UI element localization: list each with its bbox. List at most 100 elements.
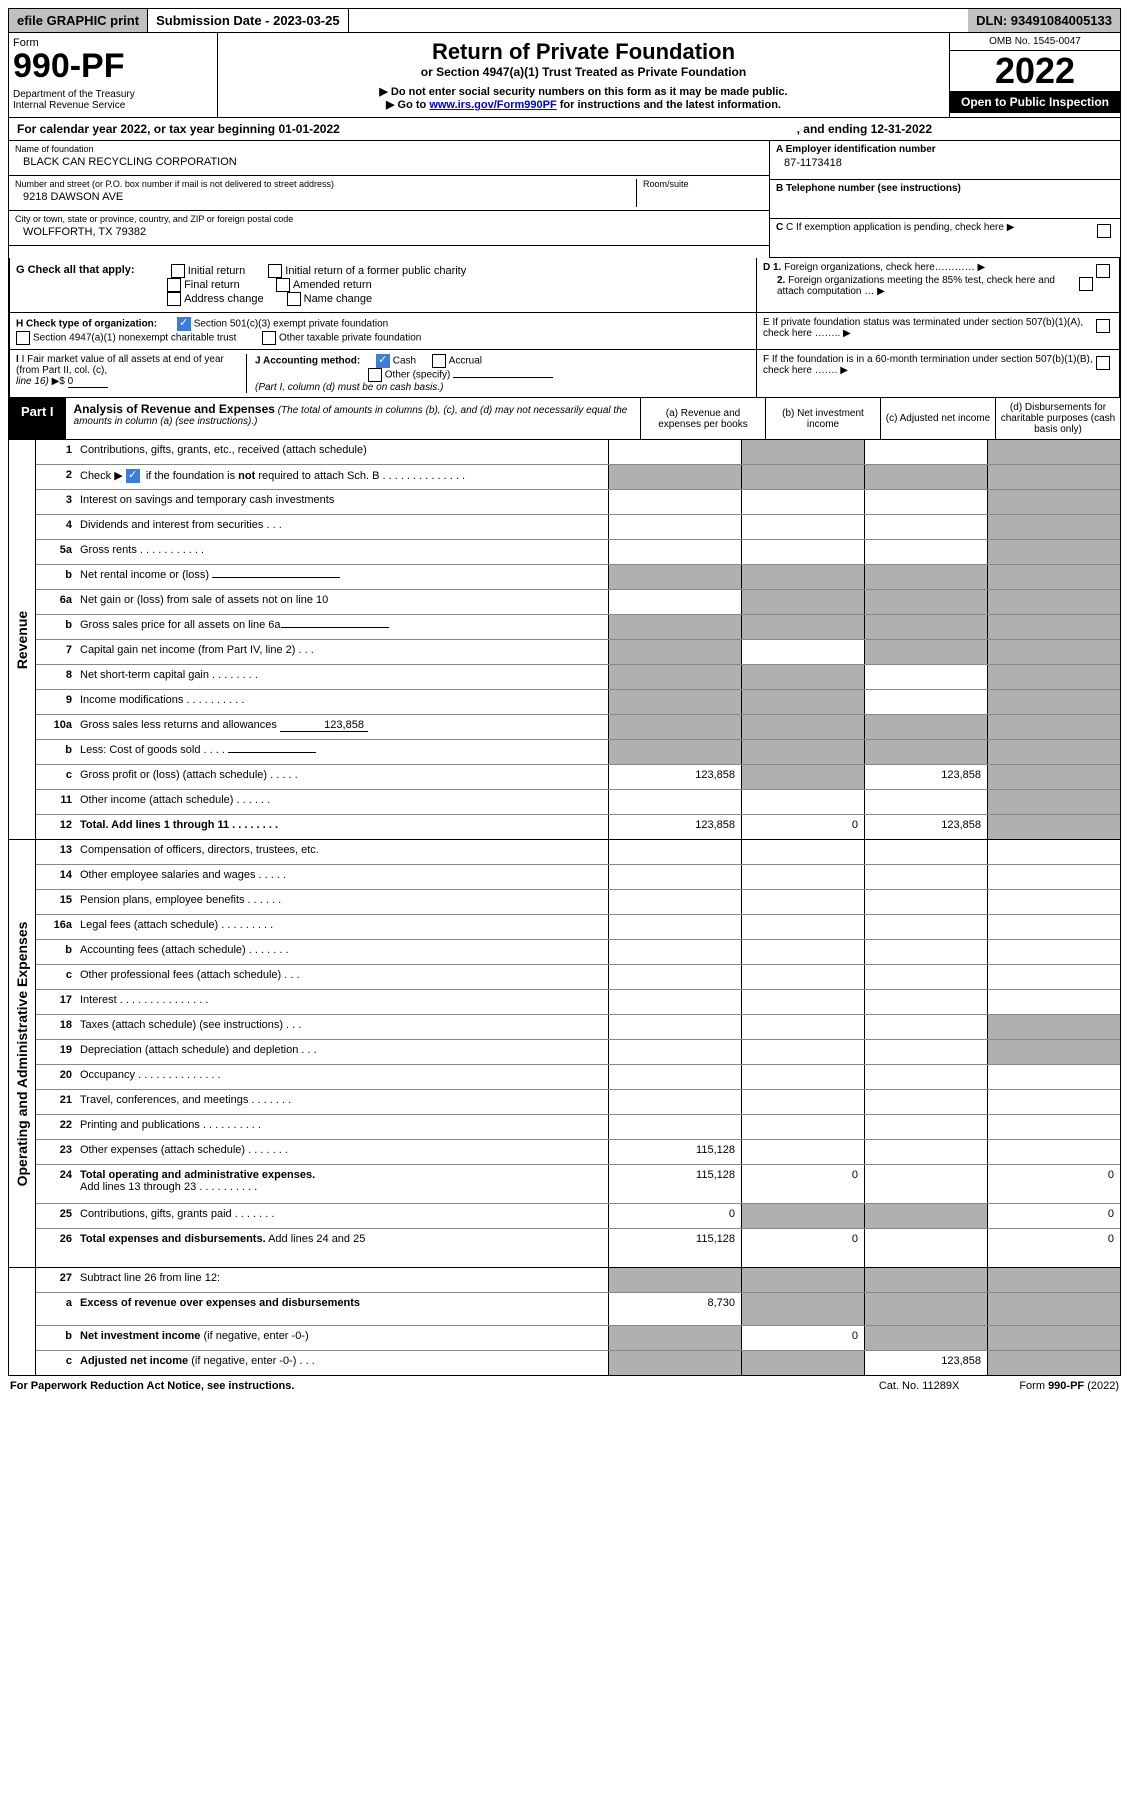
h-501c3-label: Section 501(c)(3) exempt private foundat… xyxy=(194,319,389,330)
submission-date: Submission Date - 2023-03-25 xyxy=(148,9,349,32)
cat-number: Cat. No. 11289X xyxy=(879,1380,960,1392)
i-line16: line 16) xyxy=(16,376,49,387)
e-row: E If private foundation status was termi… xyxy=(757,313,1119,349)
d2-check[interactable] xyxy=(1079,277,1093,291)
amended-check[interactable] xyxy=(276,278,290,292)
name-change-check[interactable] xyxy=(287,292,301,306)
j-cash-check[interactable]: ✓ xyxy=(376,354,390,368)
col-b-header: (b) Net investment income xyxy=(765,398,880,439)
j-other-check[interactable] xyxy=(368,368,382,382)
col-c-header: (c) Adjusted net income xyxy=(880,398,995,439)
row-14: 14Other employee salaries and wages . . … xyxy=(36,865,1120,890)
i-value: 0 xyxy=(68,376,108,388)
col-a-header: (a) Revenue and expenses per books xyxy=(640,398,765,439)
e-check[interactable] xyxy=(1096,319,1110,333)
foundation-name: BLACK CAN RECYCLING CORPORATION xyxy=(15,154,763,172)
calendar-year-row: For calendar year 2022, or tax year begi… xyxy=(8,118,1121,141)
row-25: 25Contributions, gifts, grants paid . . … xyxy=(36,1204,1120,1229)
row-27c: cAdjusted net income (if negative, enter… xyxy=(36,1351,1120,1375)
h-501c3-check[interactable]: ✓ xyxy=(177,317,191,331)
omb-number: OMB No. 1545-0047 xyxy=(950,33,1120,51)
h-other-check[interactable] xyxy=(262,331,276,345)
sch-b-check[interactable]: ✓ xyxy=(126,469,140,483)
cal-year-end: , and ending 12-31-2022 xyxy=(797,122,932,136)
row-16a: 16aLegal fees (attach schedule) . . . . … xyxy=(36,915,1120,940)
c-checkbox[interactable] xyxy=(1097,224,1111,238)
j-cash-label: Cash xyxy=(393,356,416,367)
row-22: 22Printing and publications . . . . . . … xyxy=(36,1115,1120,1140)
row-10c: cGross profit or (loss) (attach schedule… xyxy=(36,765,1120,790)
final-return-label: Final return xyxy=(184,279,240,291)
part1-title: Analysis of Revenue and Expenses xyxy=(74,402,275,416)
phone-cell: B Telephone number (see instructions) xyxy=(770,180,1120,219)
row-4: 4Dividends and interest from securities … xyxy=(36,515,1120,540)
ein-label: A Employer identification number xyxy=(776,144,1114,155)
d2-row: 2. Foreign organizations meeting the 85%… xyxy=(763,275,1113,297)
f-check[interactable] xyxy=(1096,356,1110,370)
row-2: 2Check ▶ ✓ if the foundation is not requ… xyxy=(36,465,1120,490)
row-10b: bLess: Cost of goods sold . . . . xyxy=(36,740,1120,765)
dln-label: DLN: 93491084005133 xyxy=(968,9,1120,32)
row-10a: 10aGross sales less returns and allowanc… xyxy=(36,715,1120,740)
header-right: OMB No. 1545-0047 2022 Open to Public In… xyxy=(949,33,1120,117)
address-change-check[interactable] xyxy=(167,292,181,306)
g-h-row: G Check all that apply: Initial return I… xyxy=(9,258,1120,313)
part1-label: Part I xyxy=(9,398,66,439)
initial-former-check[interactable] xyxy=(268,264,282,278)
street-cell: Number and street (or P.O. box number if… xyxy=(9,176,769,211)
h-row: H Check type of organization: ✓Section 5… xyxy=(9,313,1120,350)
open-inspection: Open to Public Inspection xyxy=(950,91,1120,113)
j-other-label: Other (specify) xyxy=(385,370,451,381)
line-27-section: 27Subtract line 26 from line 12: aExcess… xyxy=(8,1268,1121,1376)
d1-check[interactable] xyxy=(1096,264,1110,278)
irs-link[interactable]: www.irs.gov/Form990PF xyxy=(429,99,556,111)
j-accrual-label: Accrual xyxy=(449,356,482,367)
foundation-name-cell: Name of foundation BLACK CAN RECYCLING C… xyxy=(9,141,769,176)
city-label: City or town, state or province, country… xyxy=(15,214,763,224)
row-27b: bNet investment income (if negative, ent… xyxy=(36,1326,1120,1351)
row-11: 11Other income (attach schedule) . . . .… xyxy=(36,790,1120,815)
row-6a: 6aNet gain or (loss) from sale of assets… xyxy=(36,590,1120,615)
row-20: 20Occupancy . . . . . . . . . . . . . . xyxy=(36,1065,1120,1090)
blank-side xyxy=(9,1268,36,1375)
form-number: 990-PF xyxy=(13,49,213,83)
col-d-header: (d) Disbursements for charitable purpose… xyxy=(995,398,1120,439)
f-row: F If the foundation is in a 60-month ter… xyxy=(757,350,1119,397)
amended-label: Amended return xyxy=(293,279,372,291)
row-26: 26Total expenses and disbursements. Add … xyxy=(36,1229,1120,1267)
j-accrual-check[interactable] xyxy=(432,354,446,368)
j-note: (Part I, column (d) must be on cash basi… xyxy=(255,382,443,393)
form-subtitle: or Section 4947(a)(1) Trust Treated as P… xyxy=(224,65,943,79)
row-19: 19Depreciation (attach schedule) and dep… xyxy=(36,1040,1120,1065)
r10a-val: 123,858 xyxy=(280,719,368,732)
row-27a: aExcess of revenue over expenses and dis… xyxy=(36,1293,1120,1326)
row-27: 27Subtract line 26 from line 12: xyxy=(36,1268,1120,1293)
i-j-row: I I Fair market value of all assets at e… xyxy=(9,350,1120,398)
row-16c: cOther professional fees (attach schedul… xyxy=(36,965,1120,990)
header: Form 990-PF Department of the Treasury I… xyxy=(8,33,1121,118)
dept-label: Department of the Treasury Internal Reve… xyxy=(13,89,213,111)
row-7: 7Capital gain net income (from Part IV, … xyxy=(36,640,1120,665)
room-label: Room/suite xyxy=(643,179,763,189)
top-bar: efile GRAPHIC print Submission Date - 20… xyxy=(8,8,1121,33)
info-block: Name of foundation BLACK CAN RECYCLING C… xyxy=(8,141,1121,258)
name-change-label: Name change xyxy=(304,293,373,305)
row-3: 3Interest on savings and temporary cash … xyxy=(36,490,1120,515)
row-21: 21Travel, conferences, and meetings . . … xyxy=(36,1090,1120,1115)
h-4947-check[interactable] xyxy=(16,331,30,345)
part1-title-cell: Analysis of Revenue and Expenses (The to… xyxy=(66,398,640,439)
header-center: Return of Private Foundation or Section … xyxy=(218,33,949,117)
header-left: Form 990-PF Department of the Treasury I… xyxy=(9,33,218,117)
ein-cell: A Employer identification number 87-1173… xyxy=(770,141,1120,180)
footer-bar: For Paperwork Reduction Act Notice, see … xyxy=(8,1376,1121,1396)
row-8: 8Net short-term capital gain . . . . . .… xyxy=(36,665,1120,690)
initial-former-label: Initial return of a former public charit… xyxy=(285,265,466,277)
i-label: I Fair market value of all assets at end… xyxy=(16,354,224,376)
g-label: G Check all that apply: xyxy=(16,264,135,276)
tax-year: 2022 xyxy=(950,51,1120,91)
initial-return-check[interactable] xyxy=(171,264,185,278)
c-cell: C C If exemption application is pending,… xyxy=(770,219,1120,258)
final-return-check[interactable] xyxy=(167,278,181,292)
cal-year-begin: For calendar year 2022, or tax year begi… xyxy=(17,122,340,136)
row-1: 1Contributions, gifts, grants, etc., rec… xyxy=(36,440,1120,465)
